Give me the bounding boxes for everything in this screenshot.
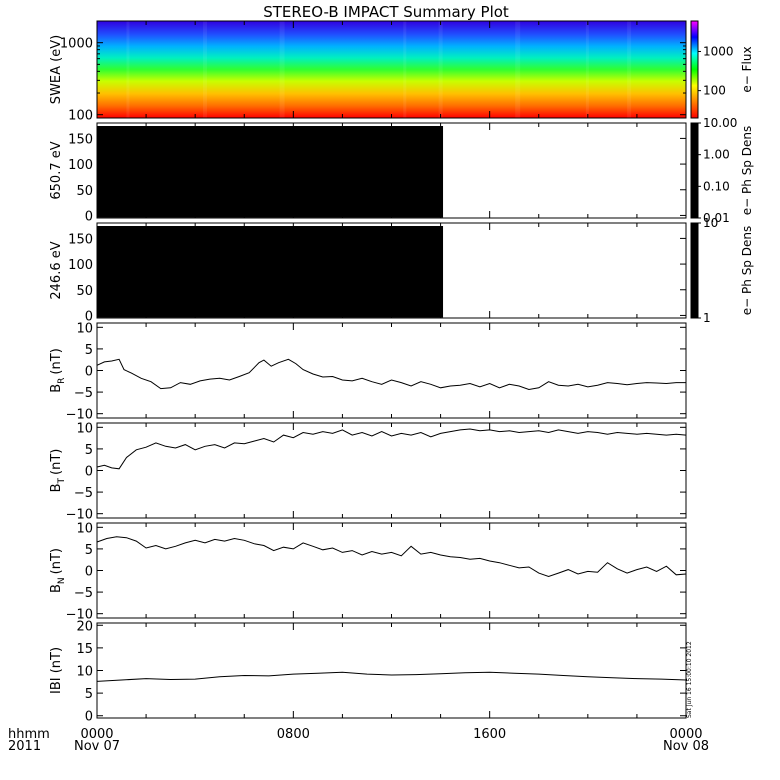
y-tick-label: 5 [85,687,93,702]
colorbar-tick-label: 100 [703,84,726,98]
y-tick-label: −5 [74,386,93,401]
timestamp-label: Sat Jun 16 15:00:10 2012 [686,641,693,718]
series-bt [96,428,687,470]
y-tick-label: 100 [68,258,93,273]
x-tick-label: 1600 [473,727,506,742]
colorbar-tick-label: 1 [703,311,711,325]
y-tick-label: −10 [66,608,93,623]
y-tick-label: 5 [85,443,93,458]
y-tick-label: 10 [76,521,93,536]
y-axis-label: 246.6 eV [49,241,64,299]
x-tick-label: 0000 [669,727,702,742]
y-tick-label: 50 [76,184,93,199]
panel-frame [96,422,687,519]
y-tick-label: 20 [76,619,93,634]
panel-frame [96,622,687,719]
year-label: 2011 [8,739,41,754]
y-tick-label: 1000 [60,37,93,52]
series-bmag [96,671,687,682]
y-axis-label: IBI (nT) [49,647,64,694]
y-tick-label: 10 [76,321,93,336]
y-axis-label-unit: (nT) [49,449,64,475]
y-tick-label: −10 [66,508,93,523]
colorbar-tick-label: 0.01 [703,211,730,225]
colorbar-strip [690,20,699,119]
panel-frame [96,522,687,619]
panel-pad650: 0 50 100 150 650.7 eV 0.01 0.10 1.00 10.00e− Ph … [49,116,754,225]
colorbar-tick-label: 10 [703,216,718,230]
colorbar-strip [690,222,699,319]
y-tick-label: 5 [85,343,93,358]
spectrogram-streak [438,21,443,118]
y-axis-label: SWEA (eV) [49,35,64,104]
colorbar-pad650: 0.01 0.10 1.00 10.00e− Ph Sp Dens [690,116,754,225]
x-tick-label: 0800 [277,727,310,742]
y-tick-label: −10 [66,408,93,423]
pitch-angle-data-block [97,126,444,218]
series-br [96,358,686,391]
y-tick-label: −5 [74,486,93,501]
y-tick-label: 15 [76,642,93,657]
x-tick-label: 0000 [80,727,113,742]
y-tick-label: 5 [85,543,93,558]
plot-title: STEREO-B IMPACT Summary Plot [263,3,509,21]
spectrogram-streak [515,21,521,118]
colorbar-label: e− Ph Sp Dens [740,226,754,315]
y-tick-label: 100 [68,109,93,124]
y-axis-label: BT(nT) [49,449,67,493]
panel-bmag: 0 5 10 15 20 IBI (nT) [49,619,687,725]
colorbar-pad246: 1 10 e− Ph Sp Dens [690,216,754,325]
y-axis-label-subscript: R [57,378,67,384]
colorbar-tick-label: 1000 [703,44,734,58]
x-date-label: Nov 07 [74,739,120,754]
y-tick-label: 0 [85,565,93,580]
colorbar-label: e− Ph Sp Dens [740,126,754,215]
colorbar-label: e− Flux [740,46,754,92]
pitch-angle-data-block [97,226,444,318]
y-tick-label: 0 [85,465,93,480]
spectrogram-streak [126,21,130,118]
y-tick-label: 10 [76,665,93,680]
colorbar-tick-label: 10.00 [703,116,737,130]
y-axis-label-unit: (nT) [49,348,64,374]
colorbar-swea: 100 1000 e− Flux [690,20,754,119]
y-tick-label: 150 [68,132,93,147]
y-axis-label-unit: (nT) [49,548,64,574]
y-tick-label: 150 [68,232,93,247]
y-axis-label-subscript: T [57,477,67,484]
y-axis-label: 650.7 eV [49,141,64,199]
series-bn [96,536,687,578]
y-tick-label: 0 [85,710,93,725]
spectrogram-streak [279,21,285,118]
spectrogram-streak [403,21,407,118]
y-tick-label: 0 [85,365,93,380]
y-tick-label: 0 [85,309,93,324]
y-tick-label: 0 [85,209,93,224]
colorbar-tick-label: 0.10 [703,179,730,193]
hhmm-label: hhmm [8,727,50,742]
y-tick-label: 100 [68,158,93,173]
panel-pad246: 0 50 100 150 246.6 eV 1 10 e− Ph Sp Dens [49,216,754,325]
spectrogram-streak [203,21,208,118]
swea-spectrogram [97,21,686,118]
y-axis-label-subscript: N [57,577,67,584]
y-tick-label: 50 [76,284,93,299]
panel-frame [96,322,687,419]
colorbar-strip [690,122,699,219]
y-axis-label: BR(nT) [49,348,67,393]
y-axis-label: BN(nT) [49,548,67,593]
spectrogram-streak [585,21,589,118]
y-tick-label: 10 [76,421,93,436]
colorbar-tick-label: 1.00 [703,148,730,162]
y-tick-label: −5 [74,586,93,601]
spectrogram-streak [627,21,632,118]
x-date-label: Nov 08 [663,739,709,754]
